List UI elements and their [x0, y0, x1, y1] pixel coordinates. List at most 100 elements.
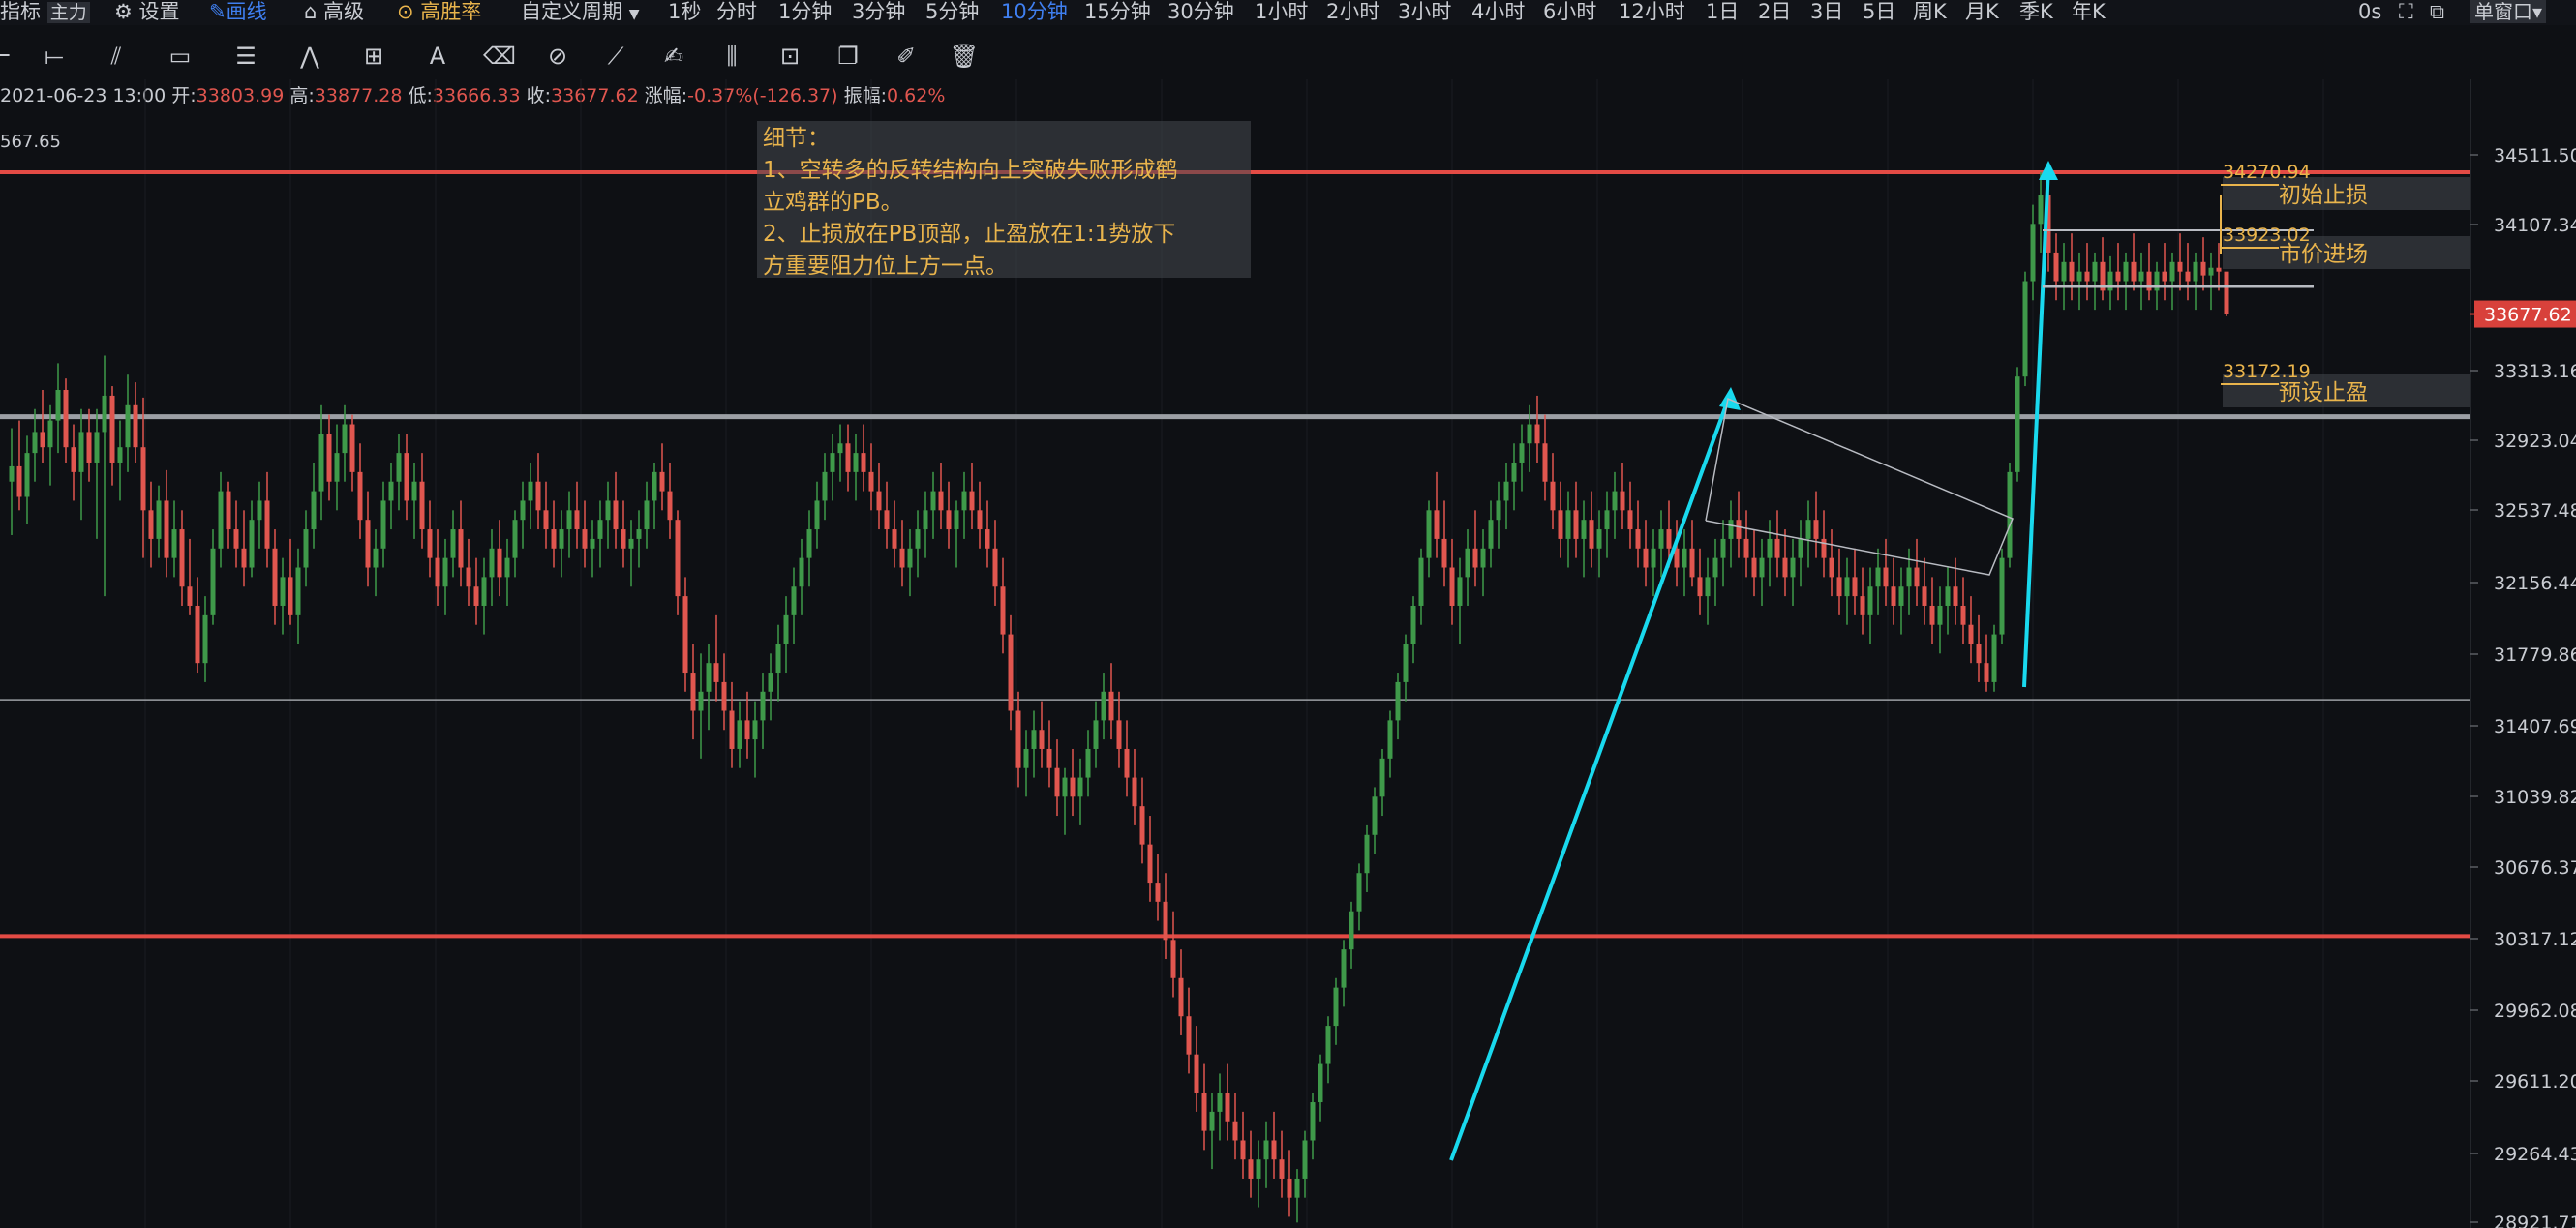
candle-body-41 — [326, 434, 332, 482]
candle-body-237 — [1844, 577, 1850, 597]
trash-tool-icon[interactable]: 🗑 — [949, 43, 980, 70]
period-8[interactable]: 1小时 — [1255, 0, 1309, 23]
candle-15 — [125, 374, 131, 472]
drawing-toolbar: ⌐ ⟝ ⫽ ▭ ☰ ⋀ ⊞ A ⌫ ⊘ ⟋ ✍ ⫼ ⊡ ❐ ✐ 🗑 — [0, 39, 2478, 77]
candle-body-229 — [1782, 557, 1788, 578]
popout-icon[interactable]: ⧉ — [2430, 0, 2444, 23]
wave-tool-icon[interactable]: ⋀ — [300, 43, 319, 70]
candle-280 — [2177, 233, 2183, 291]
candle-body-94 — [737, 720, 742, 749]
edit-tool-icon[interactable]: ✐ — [895, 43, 917, 70]
candle-body-148 — [1155, 883, 1161, 902]
candle-body-57 — [450, 529, 456, 558]
candle-body-17 — [140, 447, 146, 511]
candle-94 — [737, 701, 742, 768]
candle-190 — [1480, 529, 1486, 597]
candle-33 — [264, 471, 270, 568]
candle-100 — [783, 596, 789, 674]
ruler-tool-icon[interactable]: ⟋ — [607, 43, 624, 70]
candle-93 — [729, 681, 735, 768]
period-19[interactable]: 月K — [1965, 0, 1999, 23]
candle-70 — [551, 500, 557, 568]
draw-line-button[interactable]: ✎画线 — [209, 0, 267, 23]
candle-85 — [667, 462, 673, 539]
candle-body-74 — [582, 529, 588, 549]
candle-body-34 — [272, 548, 278, 606]
period-3[interactable]: 3分钟 — [852, 0, 906, 23]
candle-9 — [78, 408, 84, 521]
text-tool-icon[interactable]: A — [429, 43, 446, 70]
rectangle-tool-icon[interactable]: ▭ — [168, 43, 192, 70]
candle-body-192 — [1496, 500, 1501, 521]
period-14[interactable]: 1日 — [1706, 0, 1740, 23]
period-15[interactable]: 2日 — [1758, 0, 1792, 23]
period-18[interactable]: 周K — [1913, 0, 1947, 23]
candle-151 — [1178, 949, 1184, 1035]
period-13[interactable]: 12小时 — [1619, 0, 1685, 23]
period-5[interactable]: 10分钟 — [1001, 0, 1068, 23]
period-21[interactable]: 年K — [2072, 0, 2106, 23]
horizontal-line-tool-icon[interactable]: ⟝ — [45, 43, 64, 70]
strategy-note[interactable]: 细节： 1、空转多的反转结构向上突破失败形成鹤 立鸡群的PB。 2、止损放在PB… — [757, 121, 1251, 279]
period-12[interactable]: 6小时 — [1543, 0, 1597, 23]
period-6[interactable]: 15分钟 — [1084, 0, 1151, 23]
lock-tool-icon[interactable]: ⊡ — [779, 43, 801, 70]
custom-period-dropdown[interactable]: 自定义周期 ▼ — [521, 0, 639, 26]
candle-42 — [334, 424, 340, 511]
candle-body-100 — [783, 614, 789, 644]
candle-174 — [1356, 863, 1362, 931]
candle-149 — [1163, 873, 1168, 960]
candle-159 — [1240, 1111, 1246, 1179]
period-0[interactable]: 1秒 — [668, 0, 702, 23]
candle-79 — [621, 500, 626, 568]
period-9[interactable]: 2小时 — [1326, 0, 1380, 23]
window-mode-dropdown[interactable]: 单窗口▾ — [2470, 0, 2547, 23]
candle-body-132 — [1031, 730, 1037, 749]
candle-165 — [1287, 1150, 1292, 1217]
eraser-tool-icon[interactable]: ⌫ — [483, 43, 516, 70]
period-4[interactable]: 5分钟 — [925, 0, 980, 23]
candle-body-195 — [1519, 443, 1525, 463]
period-17[interactable]: 5日 — [1863, 0, 1896, 23]
period-16[interactable]: 3日 — [1810, 0, 1844, 23]
candle-body-239 — [1860, 596, 1865, 615]
candle-14 — [117, 420, 123, 501]
candle-197 — [1534, 395, 1540, 463]
candle-body-4 — [40, 432, 45, 448]
parallel-line-tool-icon[interactable]: ⫽ — [110, 43, 122, 70]
period-10[interactable]: 3小时 — [1398, 0, 1452, 23]
candle-body-106 — [830, 453, 835, 472]
candle-body-279 — [2169, 261, 2175, 282]
candle-223 — [1736, 491, 1742, 558]
period-11[interactable]: 4小时 — [1471, 0, 1526, 23]
axis-label-2: 33313.16 — [2494, 361, 2576, 382]
brush-tool-icon[interactable]: ✍ — [663, 43, 684, 70]
settings-button[interactable]: ⚙ 设置 — [114, 0, 180, 23]
candle-body-24 — [195, 605, 200, 664]
candle-tool-icon[interactable]: ⫼ — [726, 43, 738, 70]
cursor-tool-icon[interactable]: ⌐ — [0, 43, 13, 70]
candle-body-267 — [2076, 271, 2082, 282]
period-7[interactable]: 30分钟 — [1167, 0, 1234, 23]
period-1[interactable]: 分时 — [716, 0, 757, 23]
period-20[interactable]: 季K — [2019, 0, 2053, 23]
candle-body-72 — [566, 510, 572, 530]
measure-tool-icon[interactable]: ⊞ — [363, 43, 384, 70]
candle-73 — [574, 481, 580, 549]
candle-199 — [1550, 453, 1556, 530]
magnet-tool-icon[interactable]: ⊘ — [547, 43, 568, 70]
candle-body-224 — [1743, 538, 1749, 558]
candle-46 — [365, 491, 371, 587]
candle-body-71 — [559, 529, 564, 549]
period-2[interactable]: 1分钟 — [778, 0, 833, 23]
fibonacci-tool-icon[interactable]: ☰ — [235, 43, 257, 70]
indicator-menu[interactable]: 指标 主力 — [0, 0, 90, 24]
candle-57 — [450, 510, 456, 578]
candle-138 — [1077, 758, 1083, 825]
winrate-button[interactable]: ⊙ 高胜率 — [397, 0, 481, 23]
candle-92 — [721, 653, 727, 731]
advanced-button[interactable]: ⌂ 高级 — [304, 0, 364, 23]
copy-tool-icon[interactable]: ❐ — [837, 43, 859, 70]
fullscreen-icon[interactable]: ⛶ — [2399, 0, 2413, 23]
